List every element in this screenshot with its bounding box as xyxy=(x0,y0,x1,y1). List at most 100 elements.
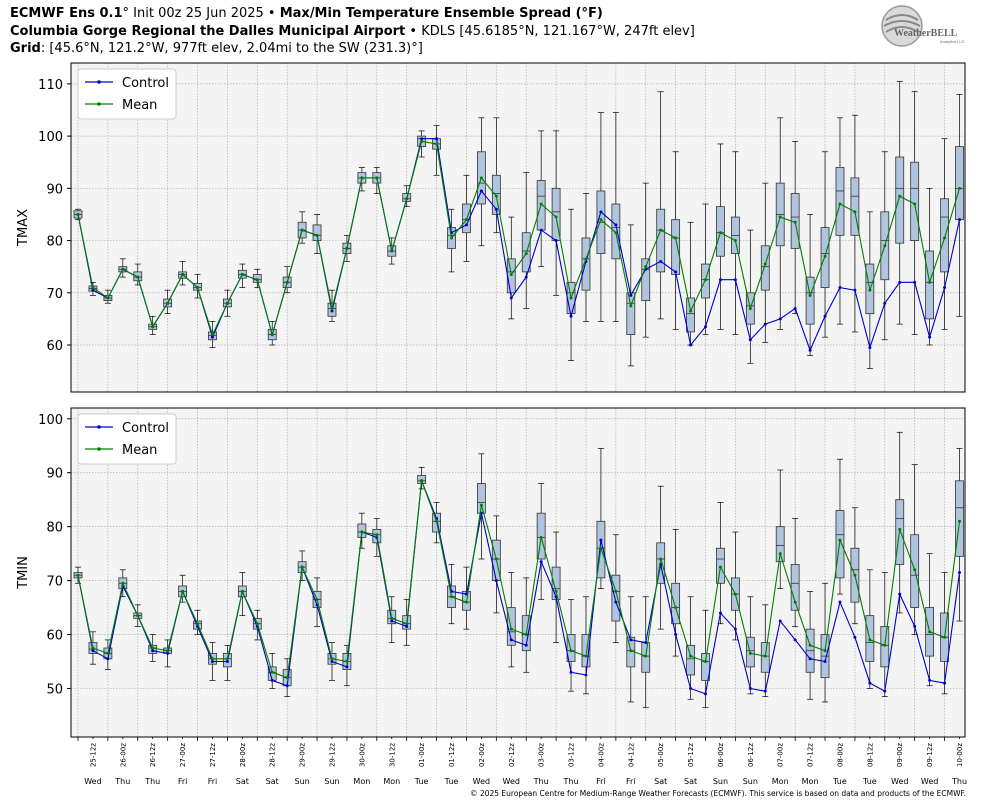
mean-point xyxy=(405,197,409,201)
mean-point xyxy=(554,589,558,593)
control-point xyxy=(405,624,409,628)
mean-point xyxy=(584,654,588,658)
legend-control-marker xyxy=(97,80,101,84)
x-tick-label: 29-00z xyxy=(299,743,307,767)
box xyxy=(955,480,964,557)
control-point xyxy=(435,137,439,141)
x-tick-label: 01-12z xyxy=(448,743,456,767)
y-tick-label: 90 xyxy=(46,467,63,482)
control-point xyxy=(420,137,424,141)
mean-point xyxy=(838,538,842,542)
mean-point xyxy=(166,301,170,305)
x-day-label: Sat xyxy=(266,777,279,786)
mean-point xyxy=(375,176,379,180)
control-point xyxy=(808,657,812,661)
mean-point xyxy=(255,622,259,626)
mean-point xyxy=(958,519,961,523)
y-tick-label: 70 xyxy=(46,575,63,590)
control-point xyxy=(151,649,155,653)
copyright-footer: © 2025 European Centre for Medium-Range … xyxy=(470,789,966,798)
control-point xyxy=(853,288,857,292)
control-point xyxy=(210,335,214,339)
y-tick-label: 70 xyxy=(46,287,63,302)
y-tick-label: 80 xyxy=(46,235,63,250)
control-point xyxy=(629,638,633,642)
mean-point xyxy=(838,202,842,206)
control-point xyxy=(345,665,349,669)
control-point xyxy=(928,678,932,682)
box xyxy=(955,146,964,221)
mean-point xyxy=(285,676,289,680)
y-tick-label: 100 xyxy=(38,413,63,428)
mean-point xyxy=(674,606,678,610)
control-point xyxy=(943,681,947,685)
box-whisker xyxy=(611,534,621,643)
mean-point xyxy=(659,557,663,561)
x-day-label: Mon xyxy=(353,777,370,786)
mean-point xyxy=(883,244,887,248)
mean-line xyxy=(77,480,961,679)
control-point xyxy=(958,218,961,222)
x-tick-label: 30-00z xyxy=(358,743,366,767)
mean-point xyxy=(539,535,543,539)
control-point xyxy=(166,651,170,655)
mean-point xyxy=(255,278,259,282)
mean-point xyxy=(479,176,483,180)
control-point xyxy=(853,635,857,639)
x-tick-label: 04-12z xyxy=(627,743,635,767)
x-day-label: Thu xyxy=(951,777,967,786)
y-tick-label: 60 xyxy=(46,629,63,644)
control-line xyxy=(77,480,961,695)
control-point xyxy=(793,306,797,310)
x-tick-label: 26-00z xyxy=(119,743,127,767)
x-tick-label: 06-12z xyxy=(747,743,755,767)
mean-point xyxy=(360,176,364,180)
x-day-label: Mon xyxy=(772,777,789,786)
control-point xyxy=(614,223,618,227)
control-point xyxy=(958,571,961,574)
mean-point xyxy=(240,273,244,276)
x-day-label: Sun xyxy=(743,777,758,786)
mean-point xyxy=(733,239,737,243)
box xyxy=(686,297,695,333)
control-point xyxy=(554,239,558,243)
mean-point xyxy=(390,249,394,253)
control-point xyxy=(778,619,782,623)
box-whisker xyxy=(925,187,935,346)
control-point xyxy=(763,689,767,693)
control-point xyxy=(494,207,498,211)
control-point xyxy=(91,649,95,653)
control-point xyxy=(733,278,737,282)
x-tick-label: 08-12z xyxy=(866,743,874,767)
mean-point xyxy=(315,597,319,601)
box xyxy=(940,198,949,273)
control-point xyxy=(614,600,618,604)
mean-point xyxy=(420,139,424,143)
y-tick-label: 50 xyxy=(46,682,63,697)
control-point xyxy=(509,638,513,642)
mean-point xyxy=(943,635,947,639)
control-point xyxy=(270,678,274,682)
mean-point xyxy=(166,649,170,653)
mean-point xyxy=(345,659,349,663)
box xyxy=(835,167,845,236)
control-point xyxy=(838,286,842,290)
box xyxy=(641,258,651,302)
control-point xyxy=(689,343,693,347)
mean-line xyxy=(77,140,961,337)
box-whisker xyxy=(566,599,576,692)
control-point xyxy=(748,686,752,690)
control-point xyxy=(524,275,528,279)
mean-point xyxy=(853,210,857,214)
control-point xyxy=(524,643,528,647)
mean-point xyxy=(360,530,364,534)
control-point xyxy=(763,322,767,326)
x-tick-label: 28-12z xyxy=(269,743,277,767)
mean-point xyxy=(405,622,409,626)
x-day-label: Fri xyxy=(208,777,218,786)
box-whisker xyxy=(760,182,770,343)
control-point xyxy=(539,228,543,232)
x-tick-label: 26-12z xyxy=(149,743,157,767)
x-day-label: Tue xyxy=(862,777,877,786)
